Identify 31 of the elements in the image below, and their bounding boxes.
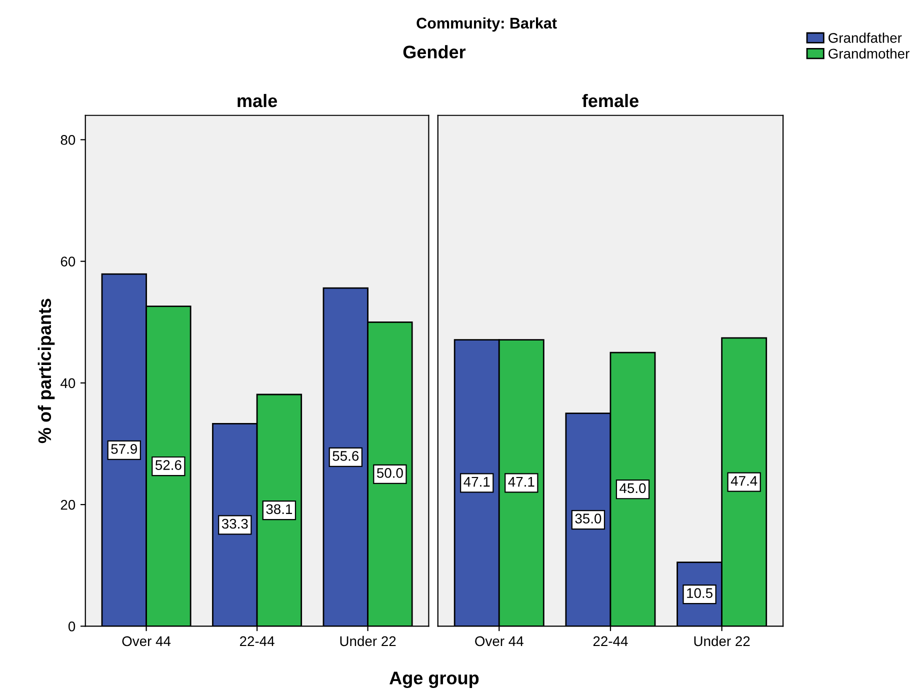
data-label: 47.1 — [464, 477, 490, 487]
x-tick-label: Under 22 — [340, 636, 396, 646]
legend-label: Grandmother — [828, 48, 910, 59]
y-tick-label: 80 — [60, 135, 76, 145]
y-tick-label: 0 — [68, 622, 76, 632]
x-tick-label: Over 44 — [122, 636, 171, 646]
data-label: 35.0 — [575, 514, 602, 524]
text: Gender — [403, 45, 466, 58]
text: Community: Barkat — [416, 17, 557, 32]
chart-title: female — [582, 94, 638, 108]
y-axis-title: % of participants — [38, 298, 55, 444]
y-tick-label: 40 — [60, 378, 76, 388]
data-label: 33.3 — [222, 518, 248, 529]
x-tick-label: Over 44 — [475, 636, 524, 646]
x-tick-label: 22-44 — [593, 636, 628, 646]
x-axis-title: Age group — [390, 672, 479, 688]
x-tick-label: Under 22 — [694, 636, 750, 646]
data-label: 57.9 — [111, 444, 137, 454]
data-label: 47.4 — [730, 476, 758, 486]
data-label: 52.6 — [155, 460, 182, 470]
x-tick-label: 22-44 — [240, 636, 274, 646]
data-label: 45.0 — [620, 483, 646, 494]
data-label: 47.1 — [508, 477, 534, 487]
data-label: 10.5 — [687, 588, 712, 598]
data-label: 50.0 — [376, 468, 403, 478]
chart-title: male — [238, 94, 277, 108]
data-label: 55.6 — [332, 451, 359, 461]
y-tick-label: 20 — [60, 500, 76, 510]
legend-label: Grandfather — [828, 32, 902, 43]
data-label: 38.1 — [266, 504, 292, 514]
y-tick-label: 60 — [60, 256, 76, 266]
